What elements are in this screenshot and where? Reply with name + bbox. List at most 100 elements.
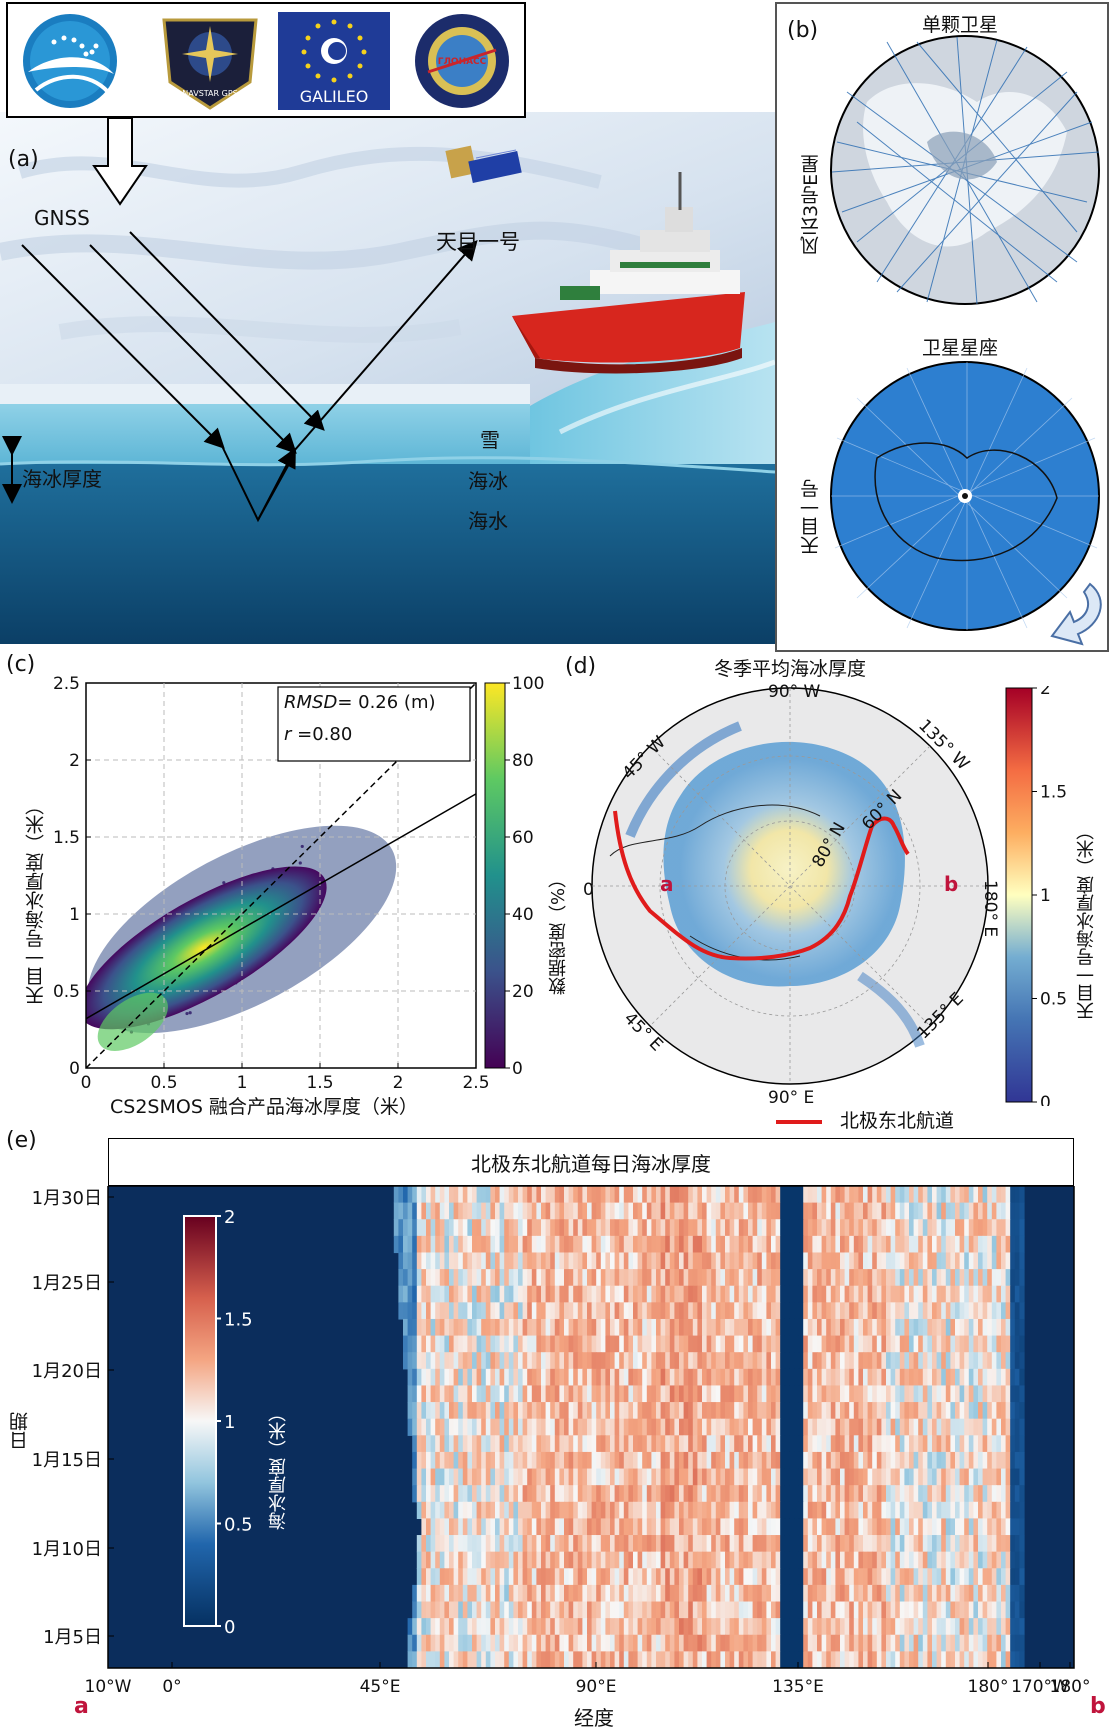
heatmap-cell	[899, 1601, 905, 1619]
heatmap-cell	[554, 1584, 560, 1603]
heatmap-cell	[426, 1385, 432, 1403]
heatmap-cell	[587, 1601, 593, 1619]
heatmap-cell	[504, 1186, 510, 1204]
heatmap-cell	[794, 1318, 800, 1337]
heatmap-cell	[890, 1485, 896, 1503]
heatmap-cell	[633, 1435, 639, 1453]
heatmap-cell	[936, 1202, 942, 1220]
heatmap-cell	[596, 1235, 602, 1254]
heatmap-cell	[444, 1418, 450, 1436]
heatmap-cell	[927, 1318, 933, 1337]
heatmap-cell	[913, 1385, 919, 1403]
heatmap-cell	[752, 1368, 758, 1387]
heatmap-cell	[858, 1468, 864, 1486]
heatmap-cell	[577, 1285, 583, 1303]
heatmap-cell	[513, 1518, 519, 1536]
heatmap-cell	[527, 1302, 533, 1320]
heatmap-cell	[748, 1451, 754, 1470]
heatmap-cell	[430, 1318, 436, 1337]
heatmap-cell	[472, 1568, 478, 1586]
y-tick-label: 2	[69, 751, 80, 771]
heatmap-cell	[591, 1302, 597, 1320]
heatmap-cell	[945, 1302, 951, 1320]
heatmap-cell	[918, 1385, 924, 1403]
heatmap-cell	[955, 1568, 961, 1586]
heatmap-cell	[826, 1202, 832, 1220]
heatmap-cell	[646, 1468, 652, 1486]
heatmap-cell	[932, 1269, 938, 1287]
heatmap-cell	[646, 1368, 652, 1387]
heatmap-cell	[794, 1568, 800, 1586]
heatmap-cell	[978, 1551, 984, 1569]
heatmap-cell	[596, 1584, 602, 1603]
heatmap-cell	[407, 1235, 413, 1254]
heatmap-cell	[458, 1435, 464, 1453]
heatmap-cell	[600, 1551, 606, 1569]
heatmap-cell	[941, 1202, 947, 1220]
heatmap-cell	[950, 1219, 956, 1237]
heatmap-cell	[541, 1485, 547, 1503]
heatmap-cell	[826, 1535, 832, 1553]
heatmap-cell	[909, 1235, 915, 1254]
heatmap-cell	[899, 1219, 905, 1237]
heatmap-cell	[872, 1551, 878, 1569]
heatmap-cell	[1001, 1385, 1007, 1403]
heatmap-cell	[531, 1368, 537, 1387]
heatmap-cell	[674, 1584, 680, 1603]
heatmap-cell	[720, 1468, 726, 1486]
heatmap-cell	[771, 1186, 777, 1204]
heatmap-cell	[582, 1285, 588, 1303]
heatmap-cell	[766, 1601, 772, 1619]
heatmap-cell	[918, 1269, 924, 1287]
heatmap-cell	[605, 1568, 611, 1586]
heatmap-cell	[725, 1551, 731, 1569]
heatmap-cell	[798, 1535, 804, 1553]
heatmap-cell	[964, 1418, 970, 1436]
heatmap-cell	[826, 1568, 832, 1586]
heatmap-cell	[481, 1235, 487, 1254]
heatmap-cell	[978, 1435, 984, 1453]
heatmap-cell	[881, 1385, 887, 1403]
heatmap-cell	[863, 1352, 869, 1370]
heatmap-cell	[720, 1285, 726, 1303]
heatmap-cell	[633, 1418, 639, 1436]
heatmap-cell	[743, 1518, 749, 1536]
heatmap-cell	[513, 1551, 519, 1569]
heatmap-cell	[531, 1302, 537, 1320]
heatmap-cell	[692, 1235, 698, 1254]
heatmap-cell	[412, 1186, 418, 1204]
heatmap-cell	[508, 1402, 514, 1420]
heatmap-cell	[504, 1551, 510, 1569]
heatmap-cell	[936, 1501, 942, 1520]
heatmap-cell	[476, 1551, 482, 1569]
heatmap-cell	[550, 1285, 556, 1303]
heatmap-cell	[462, 1451, 468, 1470]
heatmap-cell	[725, 1269, 731, 1287]
heatmap-cell	[600, 1368, 606, 1387]
heatmap-cell	[982, 1518, 988, 1536]
heatmap-cell	[794, 1235, 800, 1254]
heatmap-cell	[564, 1451, 570, 1470]
heatmap-cell	[863, 1535, 869, 1553]
heatmap-cell	[775, 1302, 781, 1320]
heatmap-cell	[794, 1485, 800, 1503]
heatmap-cell	[628, 1485, 634, 1503]
heatmap-cell	[881, 1551, 887, 1569]
heatmap-cell	[554, 1235, 560, 1254]
heatmap-cell	[453, 1385, 459, 1403]
scatter-ylabel: 天目一号海冰厚度（米）	[25, 796, 47, 1005]
heatmap-cell	[637, 1352, 643, 1370]
heatmap-cell	[826, 1584, 832, 1603]
heatmap-cell	[798, 1235, 804, 1254]
heatmap-cell	[987, 1485, 993, 1503]
heatmap-cell	[697, 1535, 703, 1553]
heatmap-cell	[918, 1435, 924, 1453]
heatmap-cell	[711, 1219, 717, 1237]
heatmap-cell	[495, 1235, 501, 1254]
heatmap-cell	[453, 1352, 459, 1370]
heatmap-cell	[416, 1269, 422, 1287]
heatmap-cell	[412, 1352, 418, 1370]
heatmap-cell	[637, 1235, 643, 1254]
heatmap-cell	[656, 1468, 662, 1486]
heatmap-cell	[472, 1202, 478, 1220]
